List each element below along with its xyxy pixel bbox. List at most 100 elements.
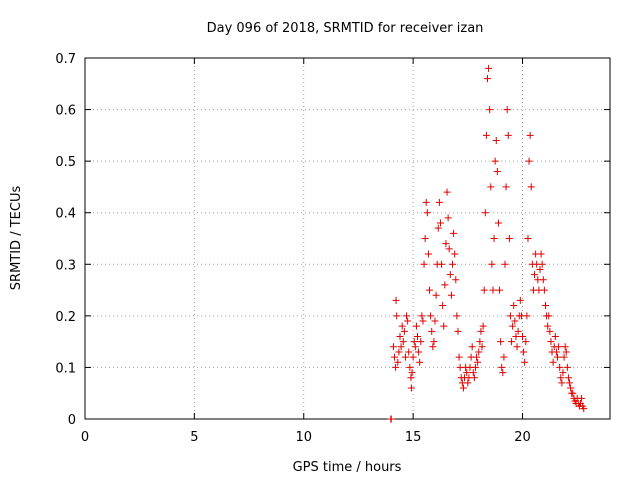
data-point xyxy=(423,209,431,217)
data-point xyxy=(569,389,577,397)
data-point xyxy=(485,64,493,72)
chart-title: Day 096 of 2018, SRMTID for receiver iza… xyxy=(207,21,484,36)
data-point xyxy=(479,322,487,330)
data-point xyxy=(487,183,495,191)
data-point xyxy=(505,235,513,242)
data-point xyxy=(521,358,529,366)
data-point xyxy=(580,405,588,413)
data-point xyxy=(429,343,437,351)
data-point xyxy=(563,363,571,371)
data-point xyxy=(552,348,560,356)
y-tick-label: 0.1 xyxy=(55,361,76,376)
data-point xyxy=(464,379,472,387)
data-point xyxy=(415,348,423,356)
data-point xyxy=(400,327,408,335)
data-point xyxy=(417,338,425,346)
data-point xyxy=(512,332,520,340)
data-point xyxy=(439,302,447,310)
data-point xyxy=(478,343,486,351)
data-point xyxy=(476,338,484,346)
data-point xyxy=(434,224,442,232)
data-point xyxy=(420,260,428,268)
y-tick-label: 0.5 xyxy=(55,155,76,170)
data-point xyxy=(578,394,586,402)
data-point xyxy=(539,276,547,284)
data-point xyxy=(418,312,426,320)
data-point xyxy=(421,235,429,242)
data-point xyxy=(446,271,454,279)
x-tick-label: 5 xyxy=(190,430,198,445)
data-points xyxy=(387,64,588,423)
data-point xyxy=(387,415,395,423)
data-point xyxy=(414,332,421,340)
data-point xyxy=(470,374,478,382)
x-tick-label: 20 xyxy=(514,430,531,445)
data-point xyxy=(511,317,519,325)
data-point xyxy=(561,343,569,351)
data-point xyxy=(459,384,467,392)
data-point xyxy=(519,332,526,340)
data-point xyxy=(477,327,485,335)
data-point xyxy=(531,271,539,279)
data-point xyxy=(426,286,434,294)
data-point xyxy=(558,379,566,387)
data-point xyxy=(541,302,549,310)
data-point xyxy=(493,167,501,175)
x-tick-label: 10 xyxy=(295,430,312,445)
data-point xyxy=(488,260,496,268)
data-point xyxy=(473,353,481,361)
data-point xyxy=(490,235,498,242)
x-tick-label: 0 xyxy=(81,430,89,445)
data-point xyxy=(454,327,462,335)
data-point xyxy=(481,209,489,217)
data-point xyxy=(451,250,459,258)
data-point xyxy=(419,317,427,325)
data-point xyxy=(428,327,436,335)
data-point xyxy=(397,343,405,351)
data-point xyxy=(551,332,559,340)
y-tick-label: 0.4 xyxy=(55,207,76,222)
data-point xyxy=(556,363,564,371)
data-point xyxy=(555,343,563,351)
data-point xyxy=(560,353,568,361)
data-point xyxy=(449,260,456,268)
data-point xyxy=(474,358,482,366)
data-point xyxy=(527,183,535,191)
data-point xyxy=(503,106,511,114)
data-point xyxy=(475,348,483,356)
data-point xyxy=(510,302,518,310)
data-point xyxy=(404,317,412,325)
data-point xyxy=(407,374,415,382)
data-point xyxy=(452,276,460,284)
data-point xyxy=(562,348,570,356)
y-tick-label: 0.2 xyxy=(55,310,76,325)
y-tick-label: 0.6 xyxy=(55,104,76,119)
y-tick-label: 0.7 xyxy=(55,52,76,67)
data-point xyxy=(399,338,407,346)
data-point xyxy=(444,214,452,222)
data-point xyxy=(416,358,424,366)
data-point xyxy=(406,363,414,371)
data-point xyxy=(549,358,557,366)
data-point xyxy=(389,343,397,351)
data-point xyxy=(407,384,415,392)
data-point xyxy=(514,327,522,335)
data-point xyxy=(398,322,406,330)
data-point xyxy=(538,260,546,268)
data-point xyxy=(496,286,504,294)
data-point xyxy=(537,250,545,258)
data-point xyxy=(536,265,544,273)
data-point xyxy=(509,322,517,330)
data-point xyxy=(524,235,532,242)
y-tick-label: 0 xyxy=(68,413,76,428)
data-point xyxy=(506,312,514,320)
data-point xyxy=(546,327,554,335)
data-point xyxy=(395,348,403,356)
data-point xyxy=(499,369,507,377)
data-point xyxy=(484,75,491,83)
data-point xyxy=(391,353,399,361)
plot-frame xyxy=(84,57,611,420)
data-point xyxy=(522,338,530,346)
data-point xyxy=(520,348,528,356)
